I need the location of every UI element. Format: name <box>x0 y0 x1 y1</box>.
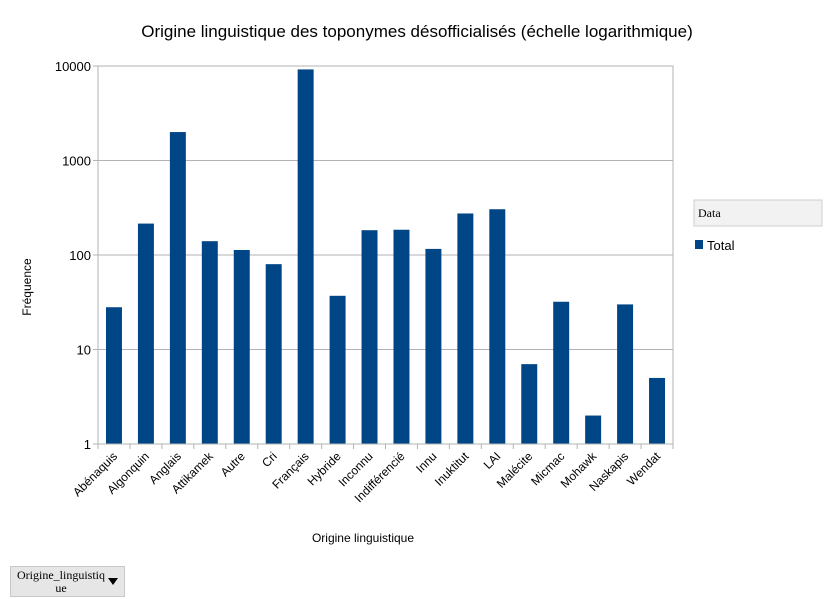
x-axis-title: Origine linguistique <box>312 531 414 545</box>
axes <box>93 65 674 449</box>
bar-0 <box>105 307 122 444</box>
bar-13 <box>521 364 538 444</box>
bars <box>105 69 666 444</box>
bar-9 <box>393 229 410 444</box>
field-button-label: Origine_linguistique <box>17 568 105 595</box>
bar-11 <box>457 213 474 444</box>
bar-17 <box>649 377 666 444</box>
y-tick-labels: 1 10 100 1000 10000 <box>55 59 91 452</box>
bar-8 <box>361 230 378 444</box>
legend: Data Total <box>693 199 823 253</box>
y-tick-label: 1 <box>84 437 91 452</box>
x-tick-label: Cri <box>259 449 280 470</box>
bar-5 <box>265 264 282 444</box>
bar-2 <box>169 132 186 444</box>
x-tick-label: Innu <box>413 449 439 475</box>
x-tick-label: Wendat <box>624 449 663 488</box>
bar-6 <box>297 69 314 444</box>
y-tick-label: 10000 <box>55 59 91 74</box>
bar-12 <box>489 209 506 444</box>
legend-label-total: Total <box>707 238 735 253</box>
bar-10 <box>425 248 442 444</box>
chevron-down-icon[interactable] <box>108 578 118 585</box>
x-tick-label: Malécite <box>494 449 536 491</box>
field-dropdown-button[interactable]: Origine_linguistique <box>10 566 125 597</box>
bar-3 <box>201 241 218 444</box>
y-tick-label: 100 <box>69 248 91 263</box>
chart-title: Origine linguistique des toponymes désof… <box>141 22 693 41</box>
bar-15 <box>585 415 602 444</box>
x-tick-label: Inuktitut <box>432 449 472 489</box>
legend-header: Data <box>698 206 721 220</box>
legend-swatch-total <box>695 240 703 249</box>
x-tick-label: LAI <box>481 449 504 472</box>
y-tick-label: 1000 <box>62 154 91 169</box>
bar-4 <box>233 249 250 444</box>
x-tick-label: Autre <box>218 449 248 479</box>
bar-14 <box>553 301 570 444</box>
bar-7 <box>329 295 346 444</box>
bar-16 <box>617 304 634 444</box>
y-axis-title: Fréquence <box>20 258 34 316</box>
legend-header-box[interactable] <box>693 199 823 227</box>
y-tick-label: 10 <box>77 343 91 358</box>
bar-1 <box>137 223 154 444</box>
